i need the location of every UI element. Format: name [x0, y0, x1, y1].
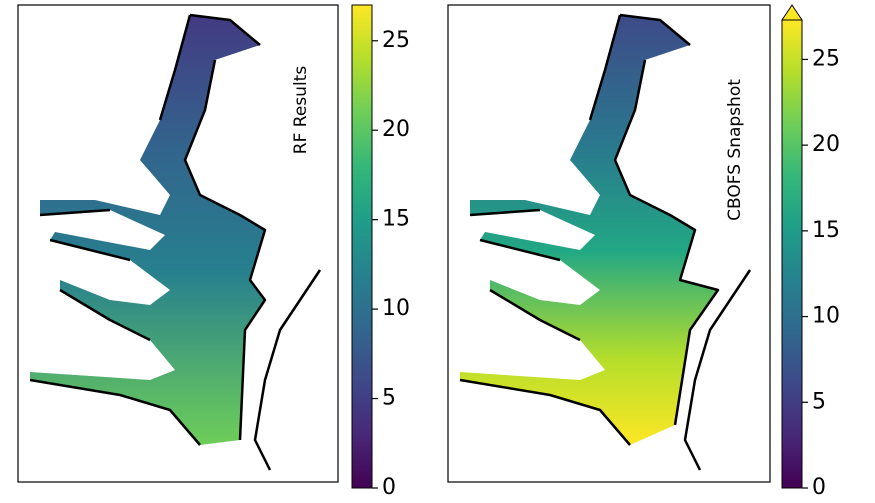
- map-frame: [447, 4, 771, 483]
- tick-label: 0: [812, 475, 826, 500]
- tick-label: 5: [382, 386, 396, 411]
- tick-label: 20: [382, 117, 410, 142]
- tick-label: 5: [812, 389, 826, 414]
- tick-label: 0: [382, 475, 396, 500]
- map-left: RF Results: [17, 4, 339, 483]
- coastline: [29, 13, 322, 471]
- bay-salinity: [460, 15, 718, 445]
- map-right: CBOFS Snapshot: [447, 4, 771, 483]
- bay-salinity: [30, 15, 265, 445]
- tick-label: 15: [382, 207, 410, 232]
- colorbar: [351, 4, 373, 489]
- panel-label: CBOFS Snapshot: [725, 79, 745, 221]
- tick-label: 15: [812, 218, 840, 243]
- tick-label: 25: [382, 28, 410, 53]
- tick-label: 10: [382, 296, 410, 321]
- tick-label: 20: [812, 132, 840, 157]
- tick-label: 10: [812, 304, 840, 329]
- colorbar: [781, 19, 803, 489]
- coastline: [459, 13, 752, 471]
- tick-label: 25: [812, 46, 840, 71]
- colorbar-extend: [781, 4, 803, 21]
- map-frame: [17, 4, 339, 483]
- panel-label: RF Results: [291, 66, 311, 155]
